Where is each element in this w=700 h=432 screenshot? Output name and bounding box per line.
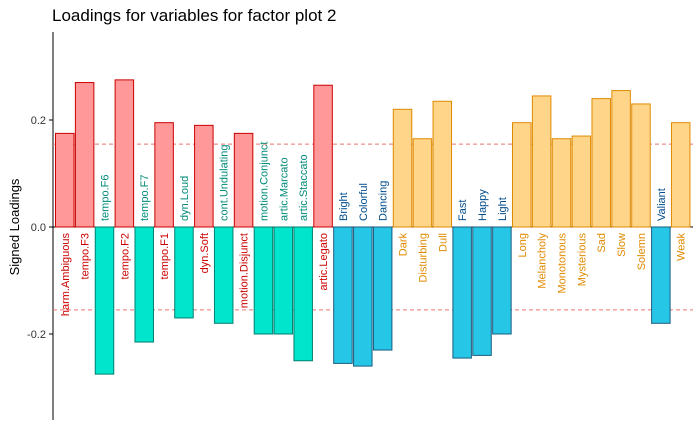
bar — [432, 100, 453, 228]
bar — [174, 226, 194, 319]
bar — [353, 226, 373, 367]
bar-label: Dancing — [378, 181, 390, 221]
bar — [333, 226, 353, 364]
bar — [492, 226, 512, 335]
chart-title: Loadings for variables for factor plot 2 — [52, 6, 337, 25]
y-axis-title: Signed Loadings — [7, 178, 22, 275]
bar-label: tempo.F1 — [159, 233, 171, 279]
bar — [114, 79, 135, 228]
bar — [631, 103, 651, 228]
bar-label: motion.Conjunct — [258, 142, 270, 222]
bar-label: Sad — [596, 233, 608, 253]
bar — [412, 138, 433, 228]
bar-label: Bright — [338, 192, 350, 221]
bar — [571, 135, 592, 228]
bar — [472, 226, 492, 356]
bar-label: artic.Legato — [318, 233, 330, 290]
bar — [313, 84, 333, 228]
y-ticks: -0.2 0.0 0.2 — [27, 115, 53, 341]
bar-label: Melancholy — [537, 233, 549, 289]
bar — [154, 122, 174, 228]
bar — [611, 90, 631, 228]
bar-label: tempo.F2 — [119, 233, 131, 279]
bar-label: Long — [517, 233, 529, 257]
bar — [134, 226, 154, 343]
bar-label: Dull — [437, 233, 449, 252]
bar-label: artic.Staccato — [298, 154, 310, 221]
bar — [670, 122, 691, 228]
bar-label: Disturbing — [417, 233, 429, 283]
bar-label: motion.Disjunct — [239, 233, 251, 308]
bar-label: dyn.Soft — [199, 233, 211, 273]
bar — [591, 98, 611, 228]
bar-labels: harm.Ambiguous tempo.F3 tempo.F6 tempo.F2 te… — [60, 142, 688, 317]
bar — [293, 226, 313, 362]
bar-label: tempo.F6 — [99, 175, 111, 221]
bar — [452, 226, 472, 359]
bar-label: dyn.Loud — [179, 176, 191, 221]
bar-label: Valiant — [656, 188, 668, 221]
bar — [74, 82, 95, 228]
bar-label: harm.Ambiguous — [60, 233, 72, 317]
bar-label: Monotonous — [557, 233, 569, 294]
bar-label: tempo.F7 — [139, 175, 151, 221]
bar-label: Colorful — [358, 183, 370, 221]
bar — [392, 108, 413, 228]
bar-label: Light — [497, 197, 509, 221]
bar — [94, 226, 115, 375]
bar-label: Dark — [398, 233, 410, 257]
bar — [372, 226, 393, 351]
bar — [253, 226, 274, 335]
bar — [213, 226, 234, 324]
bar-label: Mysterious — [576, 233, 588, 287]
bar-label: cont.Undulating — [219, 145, 231, 221]
bar — [551, 138, 572, 228]
bar — [273, 226, 294, 335]
bar — [531, 95, 552, 228]
bar-label: artic.Marcato — [278, 157, 290, 221]
y-tick-label: 0.2 — [31, 115, 46, 127]
bar-label: Fast — [457, 200, 469, 221]
y-tick-label: 0.0 — [31, 222, 46, 234]
bar-label: Happy — [477, 189, 489, 221]
bar — [512, 122, 532, 228]
bar-label: Solemn — [636, 233, 648, 270]
bars — [55, 79, 691, 375]
y-tick-label: -0.2 — [27, 329, 46, 341]
bar-label: Slow — [616, 233, 628, 257]
bar — [651, 226, 671, 324]
bar — [233, 132, 254, 228]
bar — [194, 124, 214, 228]
bar-label: Weak — [676, 233, 688, 261]
bar-label: tempo.F3 — [80, 233, 92, 279]
bar — [55, 132, 75, 228]
